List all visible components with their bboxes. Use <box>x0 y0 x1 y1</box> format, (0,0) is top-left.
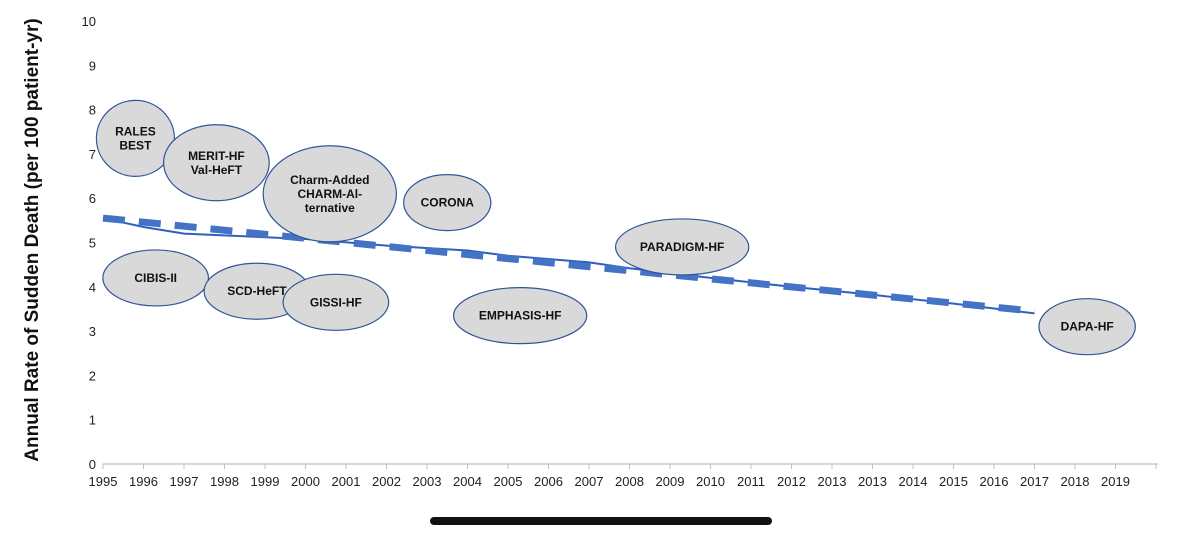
y-tick-label: 6 <box>89 191 96 206</box>
x-tick-label: 1996 <box>129 474 158 489</box>
trial-bubble: EMPHASIS-HF <box>452 286 588 345</box>
y-tick-label: 7 <box>89 147 96 162</box>
trial-bubble-shape <box>162 124 270 202</box>
x-tick-label: 2005 <box>494 474 523 489</box>
y-tick-label: 10 <box>82 14 96 29</box>
x-tick-label: 2006 <box>534 474 563 489</box>
trial-label: CIBIS-II <box>134 271 177 285</box>
x-tick-label: 2010 <box>696 474 725 489</box>
trial-label: MERIT-HF <box>188 149 245 163</box>
x-tick-label: 2016 <box>980 474 1009 489</box>
x-axis-tick-labels: 1995 1996 1997 1998 1999 2000 2001 2002 2003 2004… <box>89 474 1130 489</box>
trial-bubble: CORONA <box>403 174 492 232</box>
series-layer <box>102 214 1035 315</box>
y-tick-label: 5 <box>89 236 96 251</box>
y-tick-label: 8 <box>89 103 96 118</box>
x-tick-label: 2018 <box>1061 474 1090 489</box>
x-tick-label: 2001 <box>332 474 361 489</box>
x-tick-label: 2014 <box>899 474 928 489</box>
trial-bubble-shape <box>452 286 588 345</box>
x-tick-label: 1999 <box>251 474 280 489</box>
trial-bubbles: RALESBESTMERIT-HFVal-HeFTCharm-AddedCHAR… <box>95 99 1136 356</box>
y-tick-label: 3 <box>89 324 96 339</box>
y-tick-label: 1 <box>89 413 96 428</box>
x-tick-label: 2012 <box>777 474 806 489</box>
trial-label: ternative <box>305 201 355 215</box>
x-tick-label: 2019 <box>1101 474 1130 489</box>
trial-label: EMPHASIS-HF <box>479 309 562 323</box>
trial-bubble-shape <box>403 174 492 232</box>
trial-bubble: CIBIS-II <box>102 249 210 307</box>
y-tick-label: 0 <box>89 457 96 472</box>
x-tick-label: 1995 <box>89 474 118 489</box>
trial-label: CHARM-Al- <box>297 187 362 201</box>
trial-label: SCD-HeFT <box>227 284 287 298</box>
x-tick-label: 2002 <box>372 474 401 489</box>
x-tick-label: 2003 <box>413 474 442 489</box>
x-tick-label: 1997 <box>170 474 199 489</box>
x-tick-label: 2017 <box>1020 474 1049 489</box>
trial-label: DAPA-HF <box>1061 320 1114 334</box>
trial-label: CORONA <box>421 196 475 210</box>
x-tick-label: 2004 <box>453 474 482 489</box>
x-tick-label: 2015 <box>939 474 968 489</box>
x-tick-label: 2008 <box>615 474 644 489</box>
x-tick-label: 2000 <box>291 474 320 489</box>
x-tick-label: 2007 <box>575 474 604 489</box>
y-axis-tick-labels: 0 1 2 3 4 5 6 7 8 9 10 <box>82 14 96 472</box>
trial-bubble-shape <box>95 99 175 177</box>
trial-label: BEST <box>119 138 152 152</box>
trial-label: PARADIGM-HF <box>640 240 724 254</box>
trial-label: Charm-Added <box>290 173 369 187</box>
trial-bubble: DAPA-HF <box>1038 298 1136 356</box>
trial-bubble-shape <box>102 249 210 307</box>
trial-bubble: PARADIGM-HF <box>614 218 750 276</box>
y-axis-label: Annual Rate of Sudden Death (per 100 pat… <box>22 18 43 461</box>
trial-bubble: GISSI-HF <box>282 273 390 331</box>
x-axis-tick-marks <box>102 464 1157 469</box>
trial-bubble-shape <box>282 273 390 331</box>
y-tick-label: 2 <box>89 368 96 383</box>
trial-bubble-shape <box>262 145 397 243</box>
trial-bubble-shape <box>1038 298 1136 356</box>
x-tick-label: 2013 <box>818 474 847 489</box>
home-indicator-bar[interactable] <box>430 517 772 525</box>
trial-label: Val-HeFT <box>191 163 243 177</box>
trend-line-dashed <box>102 214 1035 315</box>
trial-label: GISSI-HF <box>310 295 362 309</box>
x-tick-label: 1998 <box>210 474 239 489</box>
x-tick-label: 2009 <box>656 474 685 489</box>
trial-bubble-shape <box>614 218 750 276</box>
x-tick-label: 2013 <box>858 474 887 489</box>
x-tick-label: 2011 <box>737 474 765 489</box>
trial-label: RALES <box>115 124 156 138</box>
y-tick-label: 4 <box>89 280 96 295</box>
y-tick-label: 9 <box>89 58 96 73</box>
